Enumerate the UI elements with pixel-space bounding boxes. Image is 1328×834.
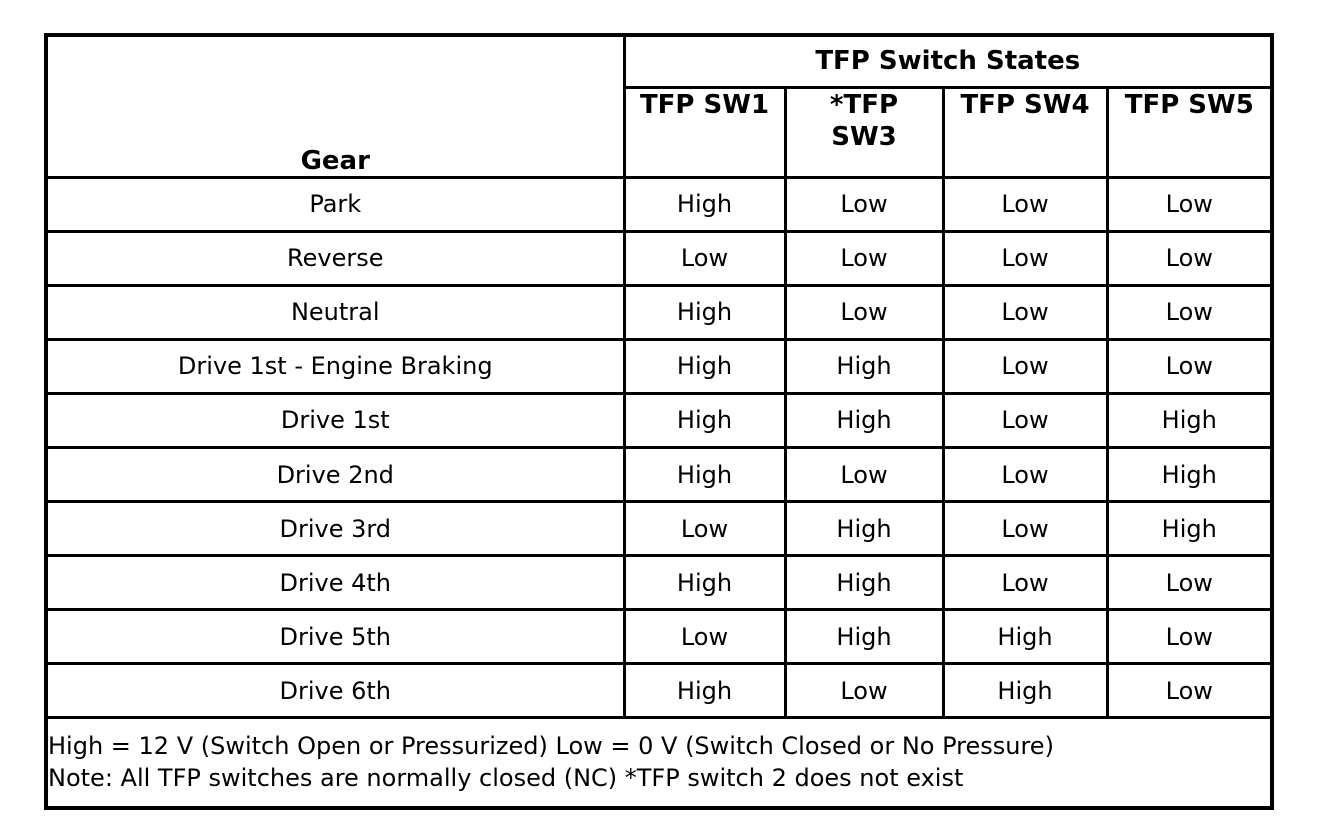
sw5-state: Low [1105, 283, 1274, 341]
sw3-state: High [783, 554, 945, 612]
table-row-park: Park High Low Low Low [44, 175, 1274, 233]
footnote-line-2: Note: All TFP switches are normally clos… [48, 763, 964, 792]
sw1-state: High [622, 662, 787, 720]
sw4-state: Low [941, 500, 1109, 558]
sw1-state: High [622, 554, 787, 612]
sw1-state: High [622, 445, 787, 504]
sw5-state: Low [1105, 337, 1274, 395]
sw4-state: Low [941, 337, 1109, 395]
sw5-state: Low [1105, 662, 1274, 720]
table-row-drive-3rd: Drive 3rd Low High Low High [44, 500, 1274, 558]
gear-label: Drive 4th [44, 554, 626, 612]
sw3-state: High [783, 337, 945, 395]
table-row-drive-2nd: Drive 2nd High Low Low High [44, 445, 1274, 504]
sw3-state: Low [783, 445, 945, 504]
sw1-state: Low [622, 608, 787, 666]
sw4-state: High [941, 662, 1109, 720]
gear-label: Drive 3rd [44, 500, 626, 558]
sw1-state: High [622, 391, 787, 449]
sw5-state: Low [1105, 229, 1274, 287]
group-header-tfp-switch-states: TFP Switch States [622, 33, 1274, 89]
sw3-state: Low [783, 283, 945, 341]
sw5-state: High [1105, 500, 1274, 558]
table-row-drive-1st-engine-braking: Drive 1st - Engine Braking High High Low… [44, 337, 1274, 395]
sw4-state: Low [941, 445, 1109, 504]
sw4-state: Low [941, 391, 1109, 449]
sw1-state: High [622, 337, 787, 395]
gear-column-header: Gear [44, 33, 626, 179]
column-header-tfp-sw5: TFP SW5 [1105, 85, 1274, 179]
sw1-state: Low [622, 500, 787, 558]
footnote-row: High = 12 V (Switch Open or Pressurized)… [44, 716, 1274, 810]
sw1-state: Low [622, 229, 787, 287]
header-row-columns: TFP SW1 *TFP SW3 TFP SW4 TFP SW5 [46, 85, 1274, 179]
sw3-state: High [783, 391, 945, 449]
sw4-state: Low [941, 175, 1109, 233]
sw4-state: High [941, 608, 1109, 666]
sw3-state: Low [783, 662, 945, 720]
sw4-state: Low [941, 229, 1109, 287]
gear-label: Park [44, 175, 626, 233]
tfp-switch-states-table: Gear TFP Switch States TFP SW1 *TFP SW3 … [44, 33, 1275, 810]
sw4-state: Low [941, 283, 1109, 341]
table-row-drive-5th: Drive 5th Low High High Low [44, 608, 1274, 666]
footnote-cell: High = 12 V (Switch Open or Pressurized)… [44, 716, 1274, 810]
table-row-drive-4th: Drive 4th High High Low Low [44, 554, 1274, 612]
table-row-neutral: Neutral High Low Low Low [44, 283, 1274, 341]
footnote-line-1: High = 12 V (Switch Open or Pressurized)… [48, 731, 1054, 760]
sw4-state: Low [941, 554, 1109, 612]
sw3-state: Low [783, 175, 945, 233]
sw3-state: High [783, 500, 945, 558]
column-header-tfp-sw4: TFP SW4 [941, 85, 1109, 179]
gear-label: Drive 1st - Engine Braking [44, 337, 626, 395]
sw5-state: Low [1105, 554, 1274, 612]
table-row-drive-6th: Drive 6th High Low High Low [44, 662, 1274, 720]
sw3-state: Low [783, 229, 945, 287]
column-header-tfp-sw1: TFP SW1 [622, 85, 787, 179]
column-header-tfp-sw3: *TFP SW3 [783, 85, 945, 179]
sw1-state: High [622, 283, 787, 341]
gear-label: Drive 5th [44, 608, 626, 666]
sw5-state: Low [1105, 175, 1274, 233]
sw5-state: High [1105, 391, 1274, 449]
gear-label: Neutral [44, 283, 626, 341]
table-row-reverse: Reverse Low Low Low Low [44, 229, 1274, 287]
gear-label: Drive 2nd [44, 445, 626, 504]
table-row-drive-1st: Drive 1st High High Low High [44, 391, 1274, 449]
gear-label: Drive 1st [44, 391, 626, 449]
sw1-state: High [622, 175, 787, 233]
sw5-state: Low [1105, 608, 1274, 666]
sw5-state: High [1105, 445, 1274, 504]
sw3-state: High [783, 608, 945, 666]
header-row-group: Gear TFP Switch States [44, 33, 1274, 179]
gear-label: Reverse [44, 229, 626, 287]
gear-label: Drive 6th [44, 662, 626, 720]
